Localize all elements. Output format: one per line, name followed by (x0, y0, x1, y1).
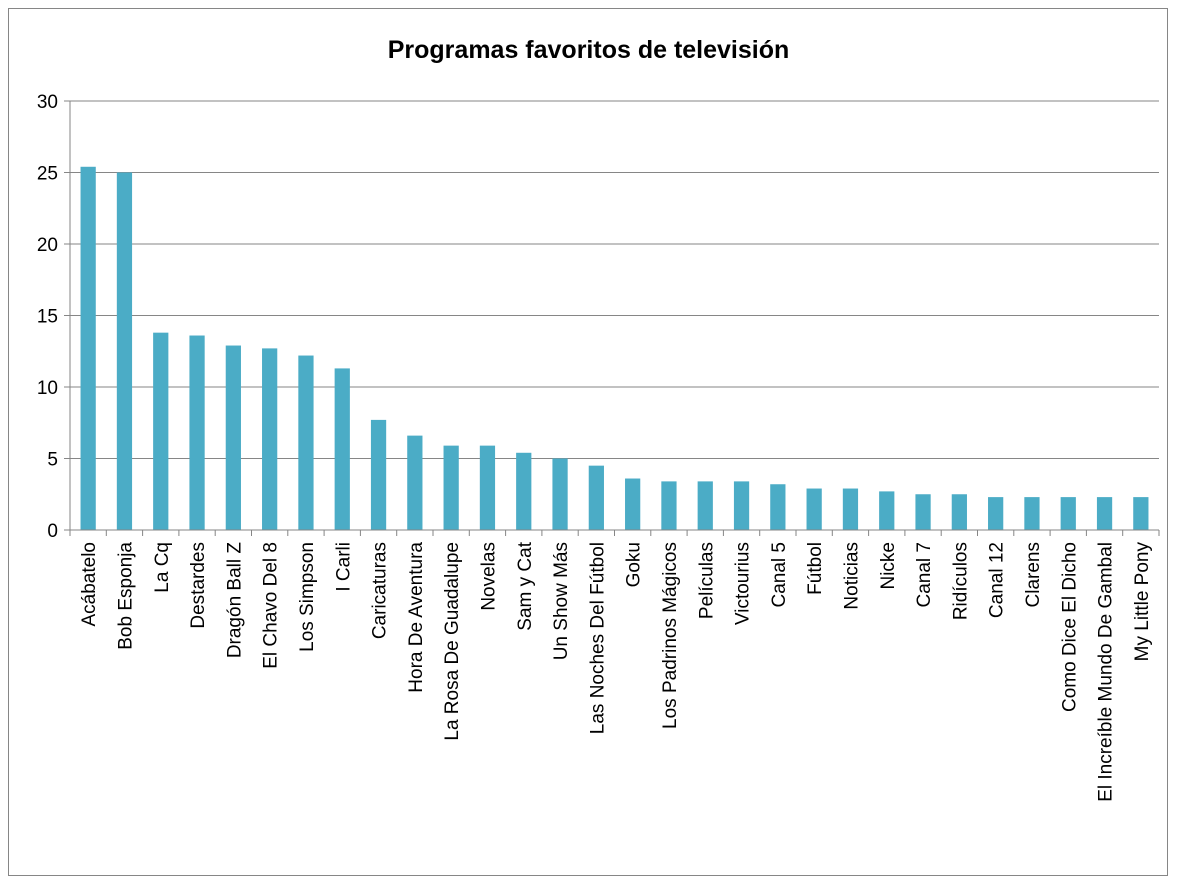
bar (262, 348, 278, 530)
x-tick-label: Canal 5 (769, 542, 790, 608)
bar (479, 445, 496, 530)
bar (225, 345, 241, 530)
x-tick-label: El Chavo Del 8 (261, 542, 282, 669)
x-tick-label: Destardes (188, 542, 209, 629)
bar (915, 494, 931, 530)
bar (116, 172, 133, 530)
bar (370, 419, 387, 530)
x-tick-label: Clarens (1023, 542, 1044, 607)
x-tick-label: Como Dice El Dicho (1059, 542, 1080, 712)
y-tick-label: 30 (37, 92, 58, 113)
x-tick-label: La Rosa De Guadalupe (442, 542, 463, 741)
bar (443, 445, 459, 530)
x-tick-label: Los Padrinos Mágicos (660, 542, 681, 729)
x-tick-label: I Carli (333, 542, 354, 592)
bar (625, 478, 641, 530)
x-tick-label: Un Show Más (551, 542, 572, 660)
bar (951, 494, 967, 530)
x-tick-label: Caricaturas (370, 542, 391, 639)
gridlines (70, 100, 1159, 459)
bar (988, 497, 1004, 530)
bar (334, 368, 350, 530)
x-tick-label: El Increíble Mundo De Gambal (1096, 542, 1117, 802)
bar (407, 435, 423, 530)
x-tick-label: Noticias (841, 542, 862, 610)
bar (1096, 497, 1113, 530)
tick-labels: 0 5 10 15 20 25 30 Acábatelo Bob Esponja La Cq Des… (37, 92, 1153, 802)
bar (153, 332, 169, 530)
y-tick-label: 0 (47, 521, 58, 542)
bar (770, 484, 786, 530)
y-tick-label: 15 (37, 307, 58, 328)
y-tick-label: 25 (37, 164, 58, 185)
x-tick-label: La Cq (152, 542, 173, 593)
bar (552, 458, 568, 530)
x-tick-label: Sam y Cat (515, 541, 536, 630)
y-tick-label: 5 (47, 450, 58, 471)
bar (1024, 497, 1040, 530)
x-tick-label: Fútbol (805, 542, 826, 595)
chart-title: Programas favoritos de televisión (387, 36, 790, 64)
bar (588, 465, 604, 530)
x-tick-label: Victourius (733, 542, 754, 625)
bar (298, 355, 314, 530)
x-tick-label: Ridículos (950, 542, 971, 620)
x-tick-label: Canal 7 (914, 542, 935, 608)
x-tick-label: Novelas (478, 542, 499, 611)
bar (661, 481, 677, 530)
bars (80, 166, 1149, 530)
y-tick-label: 20 (37, 235, 58, 256)
axes (64, 100, 1160, 536)
bar (1133, 497, 1149, 530)
bar (697, 481, 713, 530)
bar (80, 166, 96, 530)
x-tick-label: My Little Pony (1132, 542, 1153, 662)
bar (879, 491, 895, 530)
x-tick-label: Acábatelo (79, 542, 100, 627)
x-tick-label: Las Noches Del Fútbol (587, 542, 608, 734)
bar (189, 335, 205, 530)
bar (1060, 497, 1076, 530)
x-tick-label: Nicke (878, 542, 899, 590)
bar (842, 488, 859, 530)
bar (733, 481, 750, 530)
x-tick-label: Dragón Ball Z (224, 542, 245, 659)
x-tick-label: Canal 12 (987, 542, 1008, 618)
bar (516, 452, 532, 530)
x-tick-label: Goku (624, 542, 645, 587)
x-tick-label: Bob Esponja (115, 542, 136, 650)
bar (806, 488, 822, 530)
x-tick-label: Hora De Aventura (406, 542, 427, 693)
x-tick-label: Películas (696, 542, 717, 619)
x-tick-label: Los Simpson (297, 542, 318, 652)
y-tick-label: 10 (37, 378, 58, 399)
